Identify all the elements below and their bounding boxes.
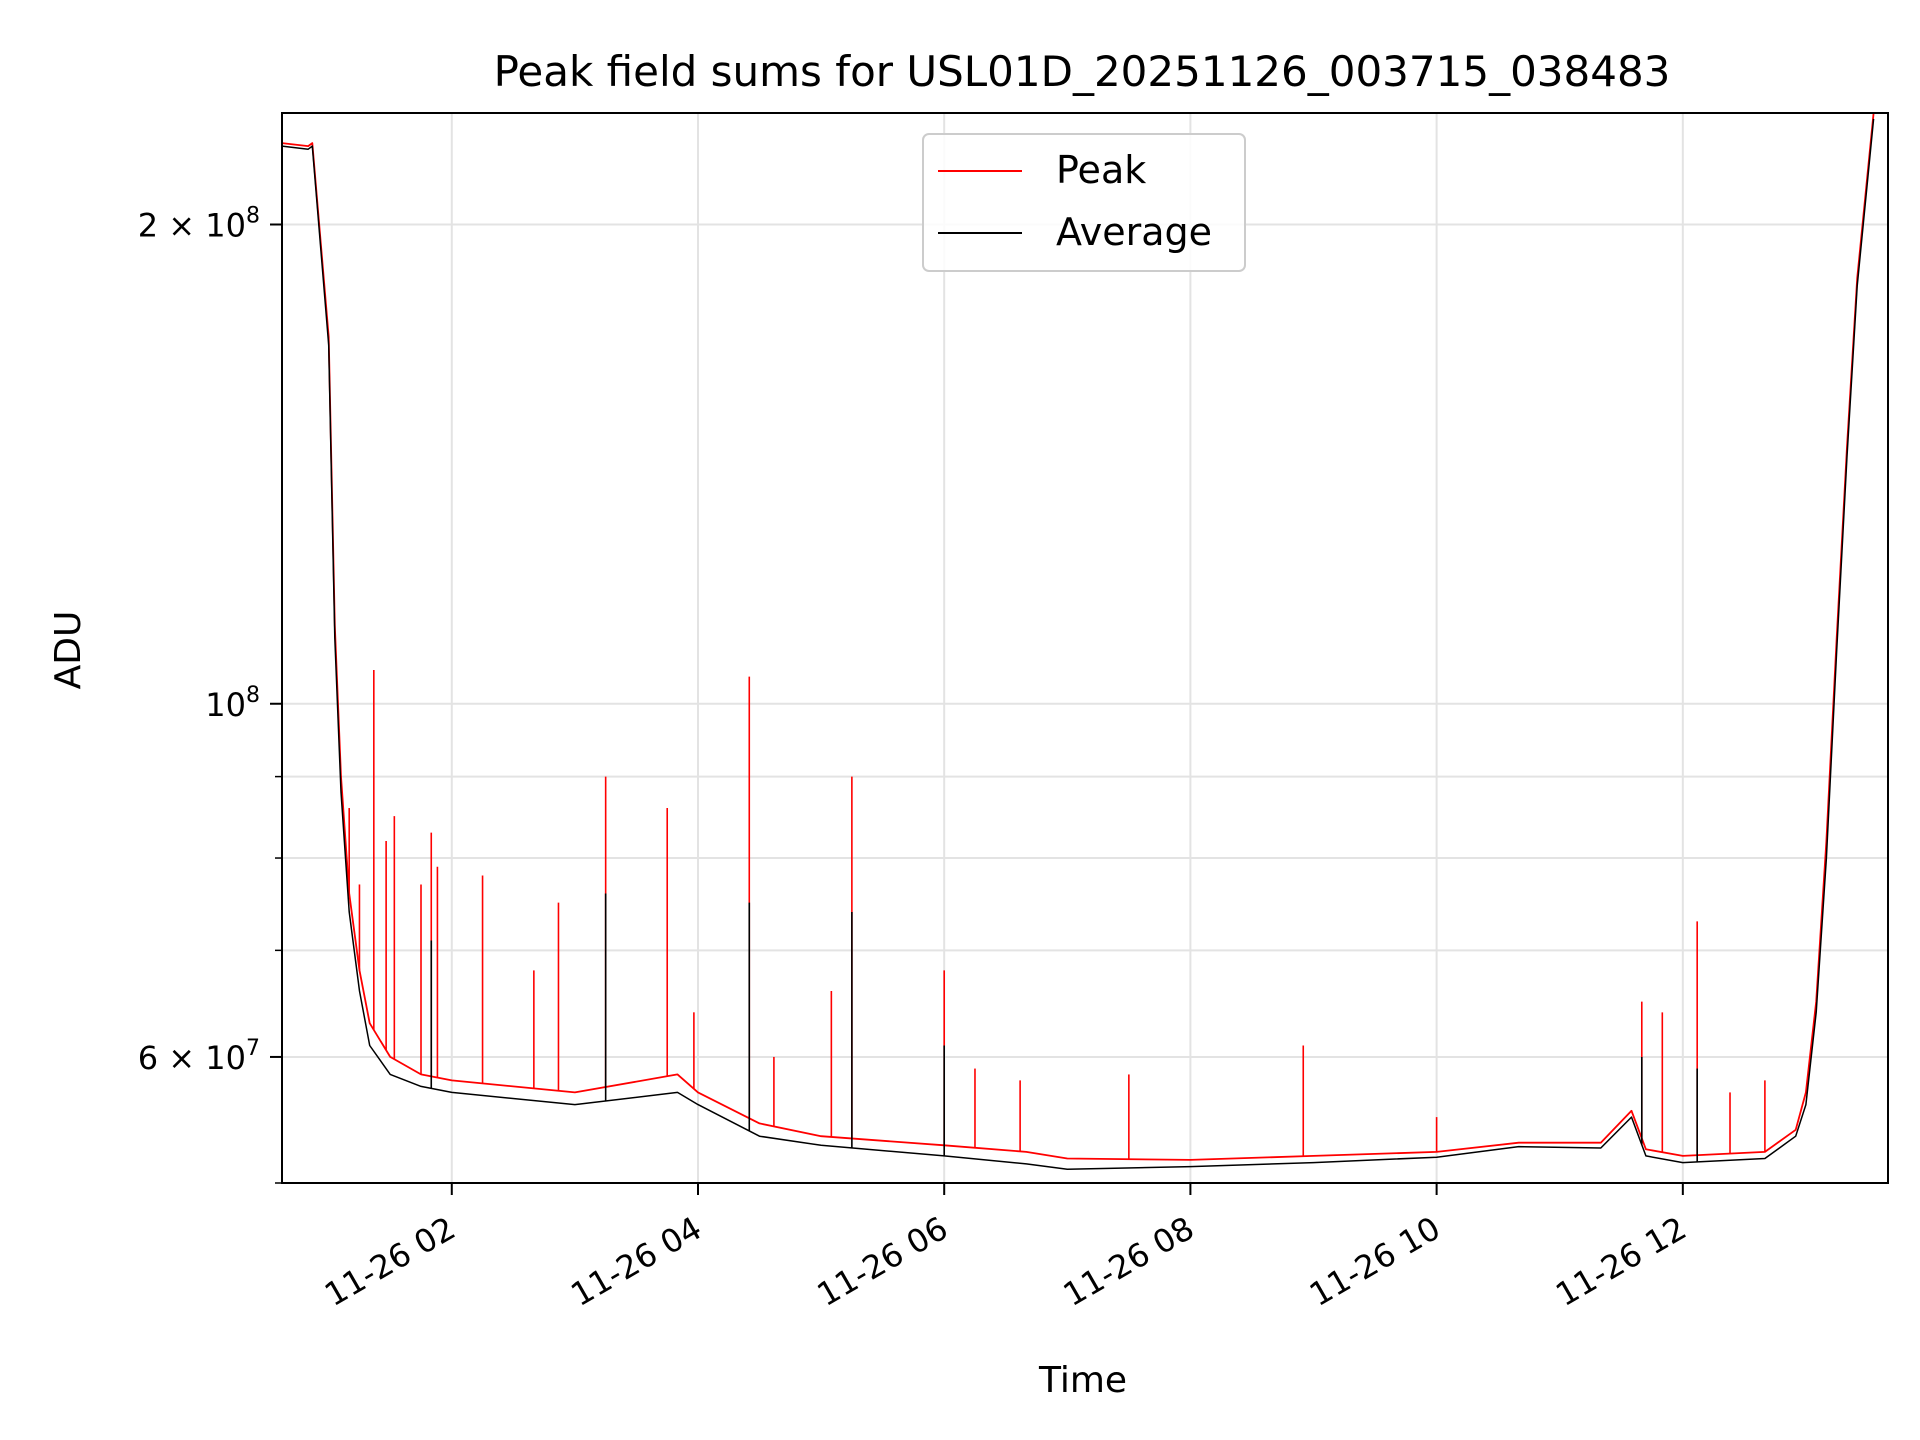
series-peak (282, 113, 1875, 1161)
y-tick-mantissa: 6 (138, 1039, 158, 1077)
y-tick-exponent: 7 (246, 1036, 260, 1061)
y-tick-base: 10 (205, 1039, 246, 1077)
y-tick-times: × (158, 1039, 205, 1077)
legend: Peak Average (922, 133, 1246, 272)
series-line-peak (282, 113, 1875, 1161)
y-tick-label: 2 × 108 (138, 204, 260, 245)
y-tick-label: 108 (205, 683, 260, 724)
y-tick-times: × (158, 207, 205, 245)
y-tick-exponent: 8 (246, 204, 260, 229)
legend-label-peak: Peak (1056, 148, 1146, 192)
legend-box (922, 133, 1246, 272)
y-tick-base: 10 (205, 207, 246, 245)
series-line-average (282, 118, 1875, 1171)
x-axis-label: Time (1038, 1360, 1127, 1401)
y-axis-label: ADU (48, 611, 89, 690)
y-tick-mantissa: 2 (138, 207, 158, 245)
chart-title: Peak field sums for USL01D_20251126_0037… (494, 47, 1671, 96)
series-layer (282, 113, 1875, 1171)
plot-frame (281, 112, 1889, 1184)
y-tick-base: 10 (205, 686, 246, 724)
y-tick-exponent: 8 (246, 683, 260, 708)
series-average (282, 118, 1875, 1171)
y-tick-label: 6 × 107 (138, 1036, 260, 1077)
legend-label-average: Average (1056, 210, 1212, 254)
